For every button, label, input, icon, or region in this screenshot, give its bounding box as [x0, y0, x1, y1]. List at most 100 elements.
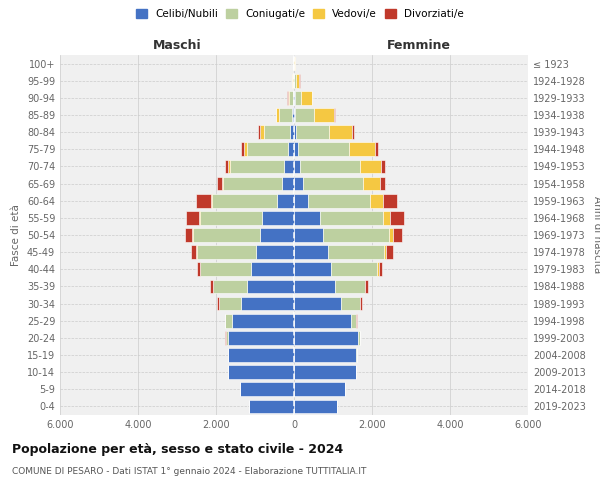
Bar: [382, 160, 385, 173]
Bar: [375, 142, 378, 156]
Bar: [287, 91, 289, 104]
Bar: [386, 246, 394, 259]
Bar: [358, 331, 360, 344]
Bar: [294, 194, 308, 207]
Bar: [331, 262, 377, 276]
Bar: [349, 142, 375, 156]
Bar: [247, 142, 288, 156]
Bar: [300, 160, 359, 173]
Bar: [229, 331, 294, 344]
Bar: [292, 74, 293, 88]
Y-axis label: Fasce di età: Fasce di età: [11, 204, 21, 266]
Bar: [228, 348, 229, 362]
Bar: [260, 126, 264, 139]
Text: Femmine: Femmine: [387, 38, 451, 52]
Bar: [294, 126, 296, 139]
Bar: [219, 296, 241, 310]
Bar: [294, 160, 300, 173]
Bar: [232, 314, 294, 328]
Bar: [298, 142, 349, 156]
Bar: [295, 91, 301, 104]
Bar: [200, 211, 262, 224]
Bar: [352, 314, 356, 328]
Bar: [290, 126, 294, 139]
Bar: [223, 176, 282, 190]
Bar: [229, 366, 294, 379]
Legend: Celibi/Nubili, Coniugati/e, Vedovi/e, Divorziati/e: Celibi/Nubili, Coniugati/e, Vedovi/e, Di…: [132, 5, 468, 24]
Bar: [296, 74, 299, 88]
Bar: [210, 280, 212, 293]
Bar: [196, 194, 211, 207]
Bar: [328, 246, 384, 259]
Bar: [379, 262, 382, 276]
Bar: [294, 400, 337, 413]
Bar: [226, 331, 229, 344]
Bar: [295, 74, 296, 88]
Bar: [228, 160, 230, 173]
Text: Maschi: Maschi: [152, 38, 202, 52]
Bar: [226, 314, 232, 328]
Bar: [191, 246, 196, 259]
Bar: [294, 228, 323, 242]
Bar: [304, 176, 362, 190]
Bar: [314, 108, 334, 122]
Bar: [352, 126, 353, 139]
Bar: [260, 228, 294, 242]
Bar: [200, 262, 251, 276]
Bar: [224, 160, 228, 173]
Bar: [293, 74, 294, 88]
Bar: [221, 176, 223, 190]
Bar: [247, 280, 294, 293]
Bar: [276, 108, 280, 122]
Bar: [323, 228, 389, 242]
Bar: [211, 194, 212, 207]
Bar: [370, 194, 383, 207]
Bar: [293, 91, 294, 104]
Bar: [359, 160, 382, 173]
Text: Popolazione per età, sesso e stato civile - 2024: Popolazione per età, sesso e stato civil…: [12, 442, 343, 456]
Y-axis label: Anni di nascita: Anni di nascita: [592, 196, 600, 274]
Bar: [280, 108, 292, 122]
Bar: [282, 176, 294, 190]
Bar: [308, 194, 370, 207]
Bar: [294, 296, 341, 310]
Bar: [365, 280, 368, 293]
Bar: [294, 246, 328, 259]
Bar: [294, 366, 356, 379]
Bar: [262, 211, 294, 224]
Text: COMUNE DI PESARO - Dati ISTAT 1° gennaio 2024 - Elaborazione TUTTITALIA.IT: COMUNE DI PESARO - Dati ISTAT 1° gennaio…: [12, 468, 367, 476]
Bar: [377, 262, 379, 276]
Bar: [295, 108, 314, 122]
Bar: [334, 108, 335, 122]
Bar: [294, 348, 356, 362]
Bar: [380, 176, 385, 190]
Bar: [264, 126, 290, 139]
Bar: [394, 228, 403, 242]
Bar: [256, 246, 294, 259]
Bar: [229, 348, 294, 362]
Bar: [329, 126, 352, 139]
Bar: [217, 296, 218, 310]
Bar: [383, 211, 390, 224]
Bar: [240, 382, 294, 396]
Bar: [284, 160, 294, 173]
Bar: [320, 211, 383, 224]
Bar: [230, 160, 284, 173]
Bar: [275, 108, 276, 122]
Bar: [277, 194, 294, 207]
Bar: [294, 314, 352, 328]
Bar: [294, 176, 304, 190]
Bar: [199, 211, 200, 224]
Bar: [249, 400, 294, 413]
Bar: [193, 228, 260, 242]
Bar: [341, 296, 359, 310]
Bar: [185, 228, 192, 242]
Bar: [241, 296, 294, 310]
Bar: [251, 262, 294, 276]
Bar: [197, 246, 256, 259]
Bar: [360, 296, 362, 310]
Bar: [294, 142, 298, 156]
Bar: [294, 262, 331, 276]
Bar: [212, 194, 277, 207]
Bar: [259, 126, 260, 139]
